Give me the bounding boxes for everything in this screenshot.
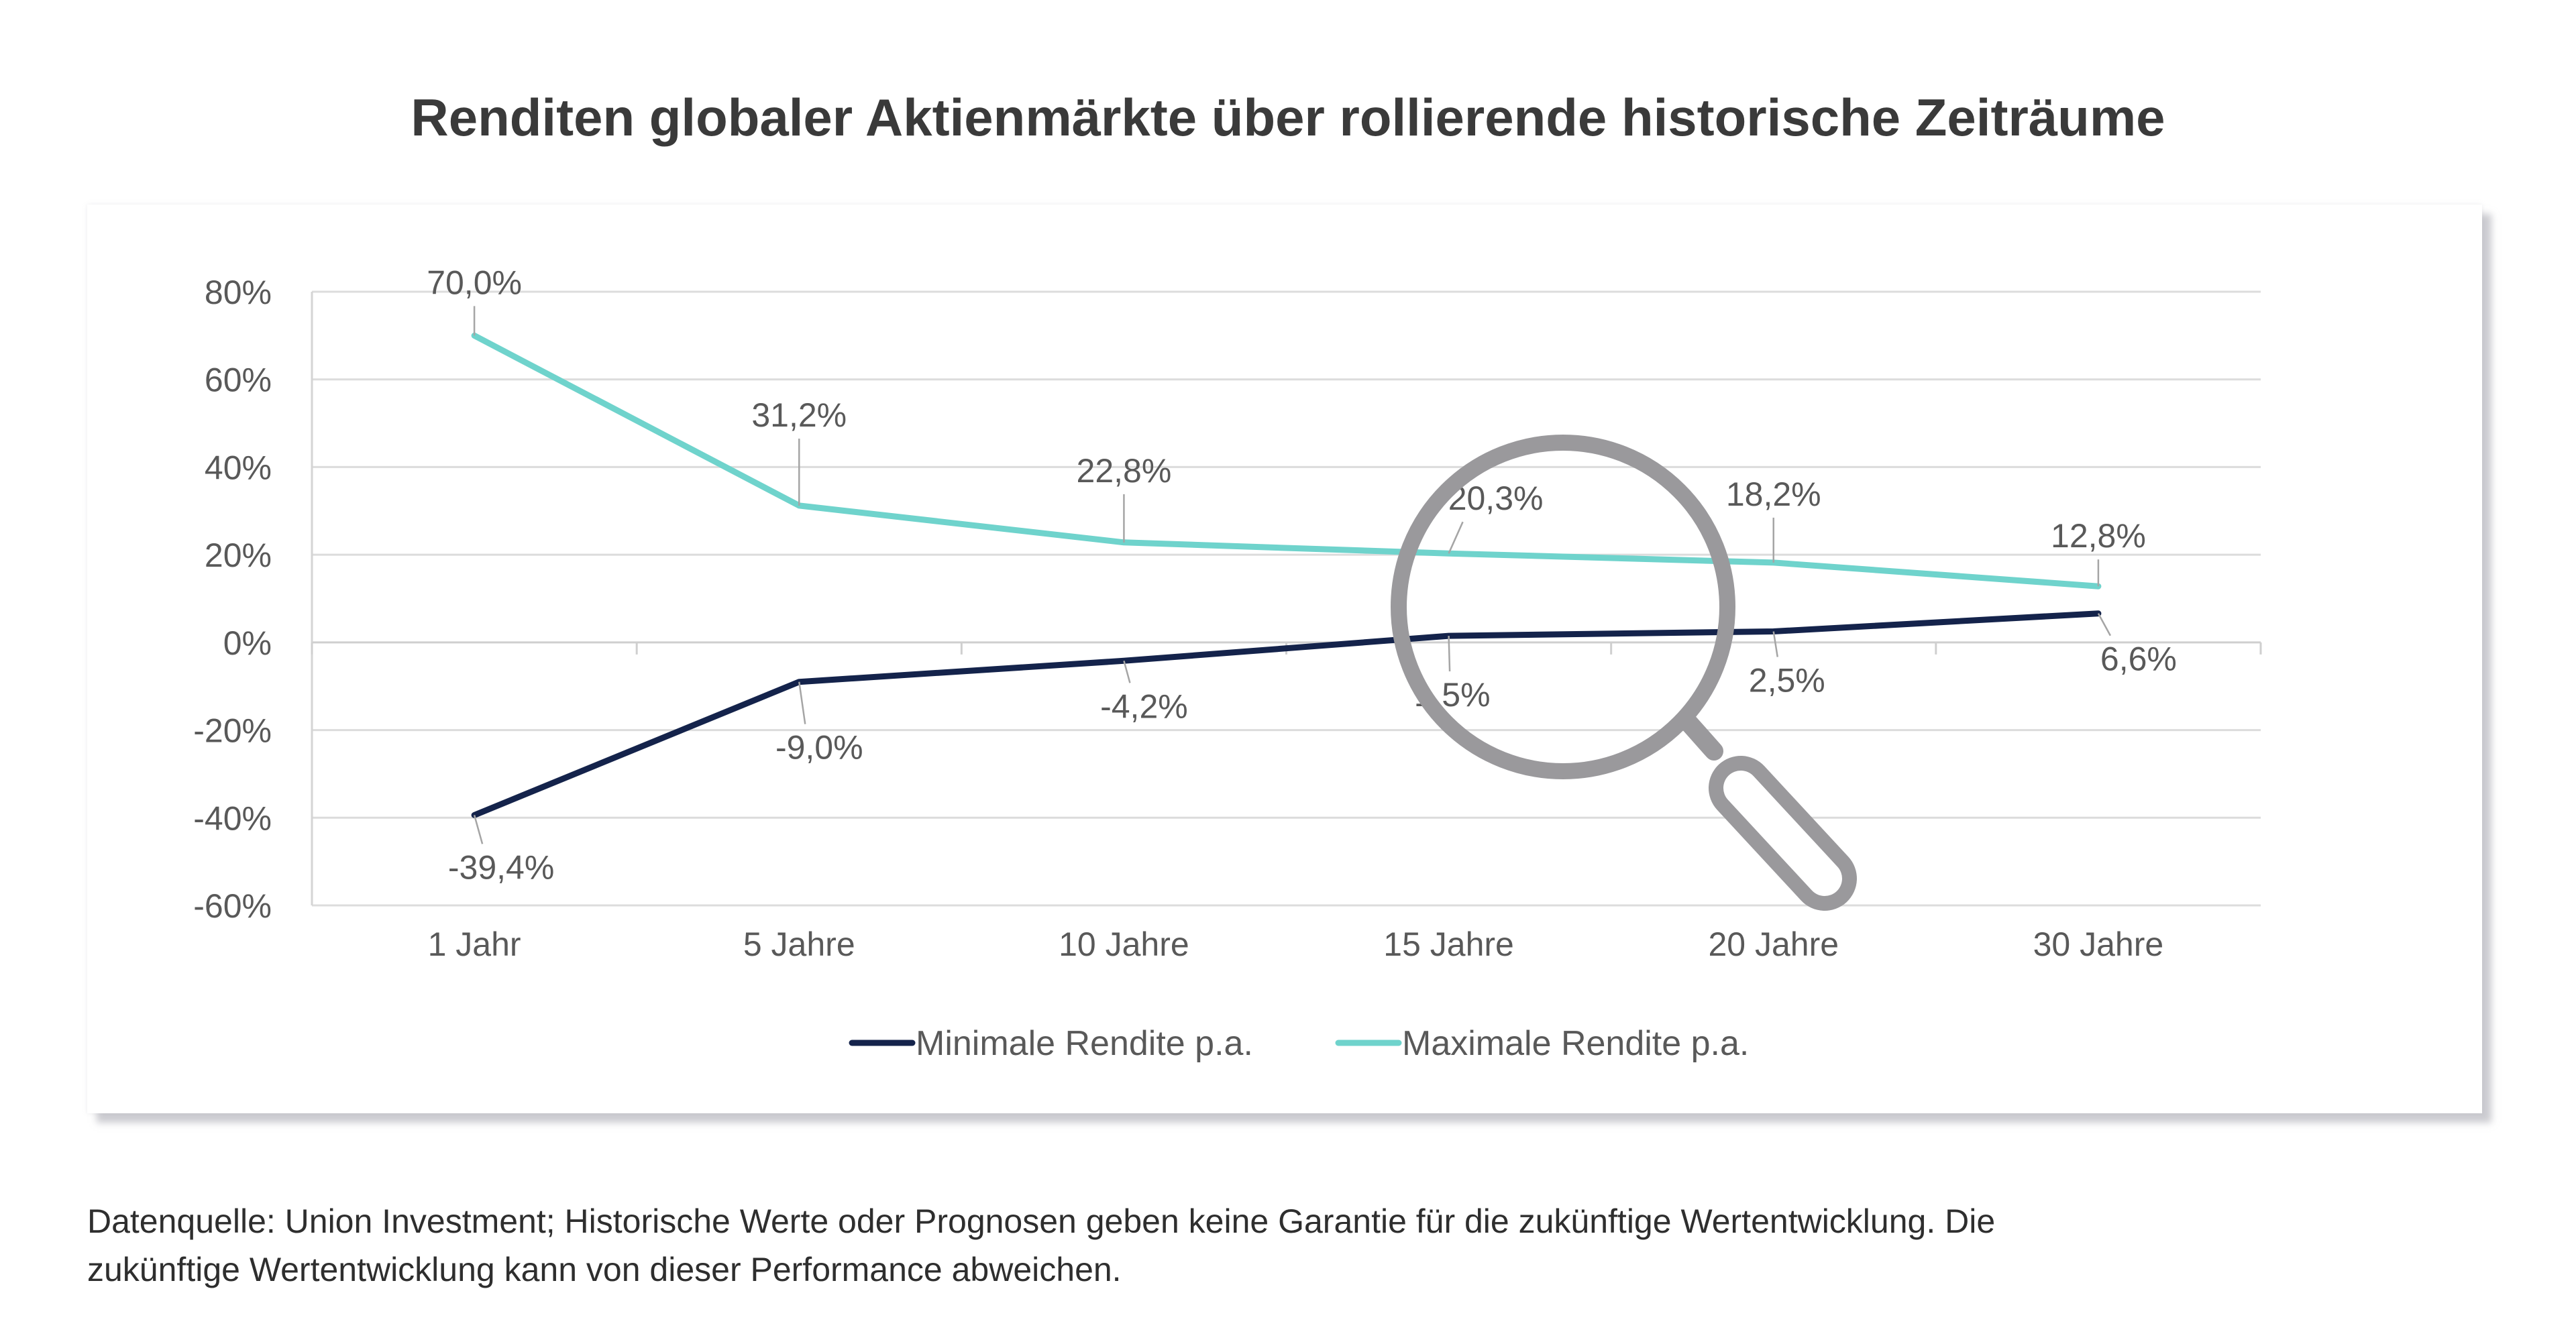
- y-tick-label: -40%: [193, 799, 272, 837]
- magnifying-glass-icon: [1391, 435, 1857, 911]
- series-line-min: [471, 610, 2102, 818]
- line-chart: 80% 60% 40% 20% 0% -20% -40% -60% 1 Jahr 5 Jahre 1…: [193, 264, 2262, 1063]
- data-label: 12,8%: [2051, 517, 2146, 555]
- data-label: -39,4%: [448, 848, 554, 886]
- y-tick-label: -20%: [193, 712, 272, 750]
- footnote: Datenquelle: Union Investment; Historisc…: [87, 1197, 2502, 1294]
- data-label: 70,0%: [427, 264, 522, 301]
- data-label-leader: [473, 815, 484, 844]
- magnifier-neck: [1678, 712, 1723, 761]
- data-label-leader: [2097, 613, 2112, 636]
- data-label: -4,2%: [1100, 687, 1188, 725]
- y-tick-label: 60%: [205, 361, 272, 399]
- chart-card: 80% 60% 40% 20% 0% -20% -40% -60% 1 Jahr 5 Jahre 1…: [87, 205, 2482, 1113]
- y-tick-label: 20%: [205, 537, 272, 574]
- data-label-leader: [1772, 631, 1778, 657]
- series-line-max: [471, 332, 2102, 590]
- data-label-leader: [1448, 521, 1464, 554]
- chart-title: Renditen globaler Aktienmärkte über roll…: [411, 88, 2165, 147]
- magnifier-lens: [1391, 435, 1735, 779]
- data-label-leader: [798, 681, 806, 724]
- data-label: 22,8%: [1077, 452, 1172, 490]
- footnote-line-1: Datenquelle: Union Investment; Historisc…: [87, 1202, 1996, 1240]
- y-tick-label: 40%: [205, 449, 272, 486]
- x-tick-label: 1 Jahr: [428, 926, 521, 963]
- x-tick-label: 30 Jahre: [2033, 926, 2164, 963]
- y-tick-label: 80%: [205, 274, 272, 311]
- y-tick-label: 0%: [223, 624, 272, 662]
- data-label: 31,2%: [751, 396, 847, 434]
- data-label: 18,2%: [1726, 475, 1821, 513]
- x-tick-label: 5 Jahre: [743, 926, 855, 963]
- x-tick-label: 15 Jahre: [1383, 926, 1514, 963]
- data-label: 2,5%: [1749, 662, 1825, 699]
- data-label: 6,6%: [2100, 640, 2177, 678]
- y-tick-label: -60%: [193, 887, 272, 925]
- magnifier-handle-inner: [1723, 771, 1842, 896]
- legend-label-min: Minimale Rendite p.a.: [916, 1024, 1253, 1063]
- data-label-leader: [1123, 660, 1131, 683]
- footnote-line-2: zukünftige Wertentwicklung kann von dies…: [87, 1251, 1122, 1288]
- x-tick-label: 20 Jahre: [1708, 926, 1839, 963]
- data-label: -9,0%: [775, 729, 863, 767]
- data-label-leader: [1448, 636, 1451, 672]
- x-tick-label: 10 Jahre: [1059, 926, 1189, 963]
- legend-label-max: Maximale Rendite p.a.: [1402, 1024, 1749, 1063]
